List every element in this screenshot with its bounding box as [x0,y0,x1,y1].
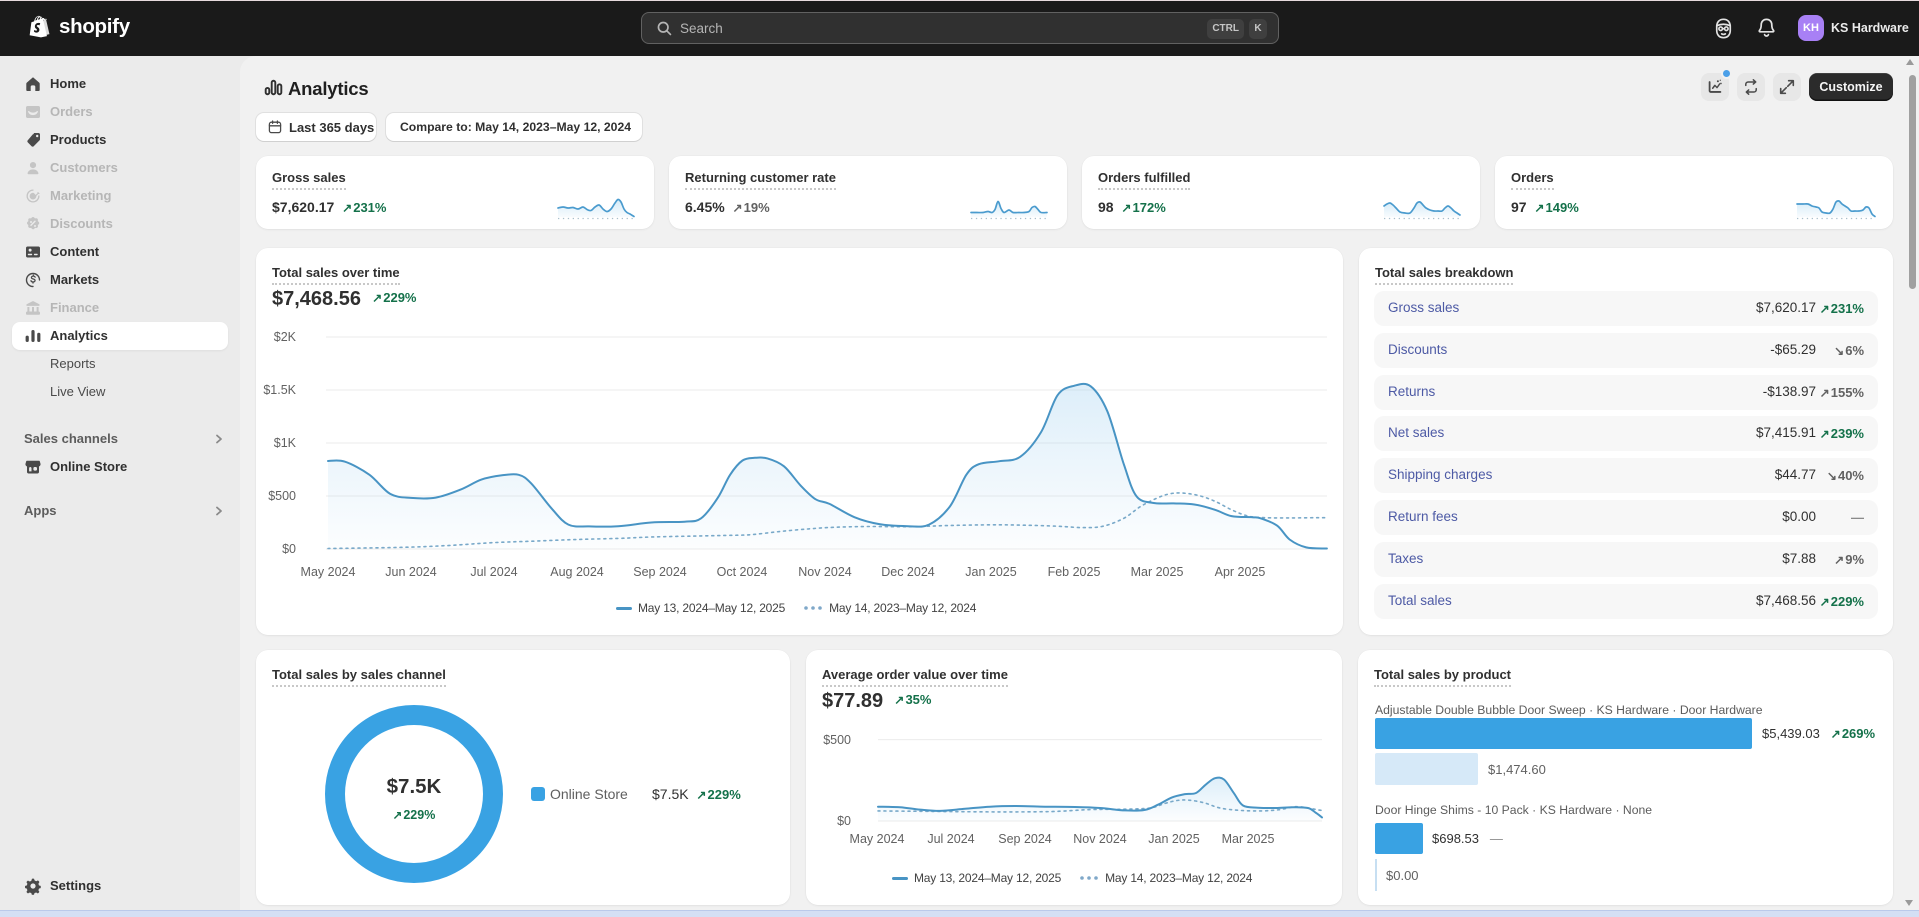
svg-text:Oct 2024: Oct 2024 [717,565,768,579]
svg-text:Jul 2024: Jul 2024 [470,565,517,579]
svg-text:Jun 2024: Jun 2024 [385,565,436,579]
svg-text:Jan 2025: Jan 2025 [965,565,1016,579]
svg-text:May 2024: May 2024 [850,832,905,846]
svg-text:$1.5K: $1.5K [263,383,296,397]
svg-text:$500: $500 [823,733,851,747]
svg-text:Sep 2024: Sep 2024 [998,832,1052,846]
svg-text:$0: $0 [282,542,296,556]
svg-text:$2K: $2K [274,330,297,344]
svg-text:Feb 2025: Feb 2025 [1048,565,1101,579]
svg-text:Dec 2024: Dec 2024 [881,565,935,579]
svg-text:$500: $500 [268,489,296,503]
svg-text:Jul 2024: Jul 2024 [927,832,974,846]
svg-text:Jan 2025: Jan 2025 [1148,832,1199,846]
svg-text:Aug 2024: Aug 2024 [550,565,604,579]
svg-text:Sep 2024: Sep 2024 [633,565,687,579]
svg-text:Mar 2025: Mar 2025 [1131,565,1184,579]
svg-text:$0: $0 [837,814,851,828]
svg-text:Apr 2025: Apr 2025 [1215,565,1266,579]
svg-text:Nov 2024: Nov 2024 [798,565,852,579]
svg-text:$1K: $1K [274,436,297,450]
svg-text:May 2024: May 2024 [301,565,356,579]
svg-text:Mar 2025: Mar 2025 [1222,832,1275,846]
svg-text:Nov 2024: Nov 2024 [1073,832,1127,846]
